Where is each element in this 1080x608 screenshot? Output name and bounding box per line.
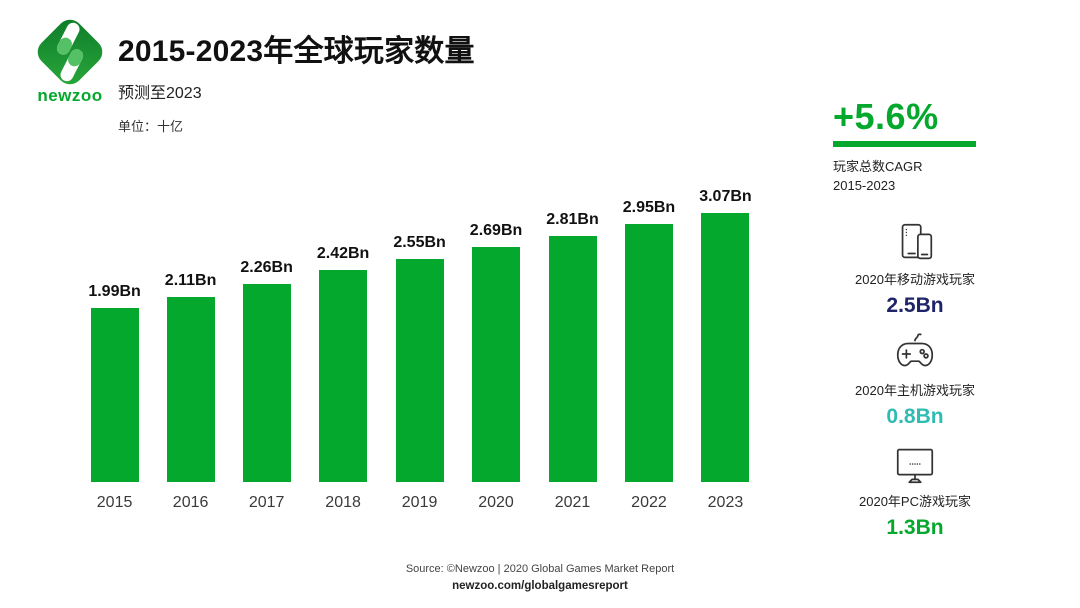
page-title: 2015-2023年全球玩家数量 <box>118 35 475 68</box>
bar-value-label: 2.26Bn <box>240 259 293 276</box>
bar-group: 1.99Bn 2015 <box>88 283 140 512</box>
x-axis-label: 2017 <box>248 494 285 511</box>
cagr-panel: +5.6% 玩家总数CAGR 2015-2023 <box>833 96 997 196</box>
unit-label: 单位：十亿 <box>118 119 184 134</box>
bar-value-label: 2.69Bn <box>469 222 523 239</box>
stat-console-label: 2020年主机游戏玩家 <box>855 383 975 398</box>
x-axis-label: 2022 <box>631 494 667 511</box>
x-axis-label: 2023 <box>707 494 744 511</box>
bar <box>319 270 368 482</box>
x-axis-label: 2015 <box>96 494 133 511</box>
stat-console-value: 0.8Bn <box>886 405 944 428</box>
stat-mobile: 2020年移动游戏玩家 2.5Bn <box>833 220 997 318</box>
stat-console: 2020年主机游戏玩家 0.8Bn <box>833 331 997 429</box>
bar-value-label: 2.81Bn <box>546 211 599 228</box>
monitor-icon <box>896 448 934 484</box>
bar <box>90 308 139 482</box>
bar-value-label: 2.42Bn <box>316 245 370 262</box>
report-url-link[interactable]: newzoo.com/globalgamesreport <box>452 580 628 592</box>
bar-group: 2.42Bn 2018 <box>317 245 369 512</box>
x-axis-label: 2020 <box>478 494 514 511</box>
x-axis-label: 2021 <box>554 494 591 511</box>
bar-group: 2.55Bn 2019 <box>393 234 445 512</box>
stat-mobile-value: 2.5Bn <box>886 294 944 317</box>
bar-group: 2.26Bn 2017 <box>240 259 292 512</box>
stat-pc: 2020年PC游戏玩家 1.3Bn <box>833 442 997 540</box>
source-attribution: Source: ©Newzoo | 2020 Global Games Mark… <box>405 563 675 575</box>
cagr-value: +5.6% <box>833 96 939 137</box>
bar-group: 3.07Bn 2023 <box>699 188 751 512</box>
stat-pc-value: 1.3Bn <box>886 516 944 539</box>
bar <box>624 224 673 482</box>
cagr-label-line2: 2015-2023 <box>833 177 896 193</box>
header: 2015-2023年全球玩家数量 预测至2023 单位：十亿 <box>118 26 475 135</box>
bar <box>548 236 597 482</box>
newzoo-diamond-icon <box>37 19 103 85</box>
cagr-label: 玩家总数CAGR 2015-2023 <box>833 158 997 196</box>
bar-group: 2.11Bn 2016 <box>165 272 217 512</box>
mobile-devices-icon <box>901 223 933 260</box>
bar-group: 2.95Bn 2022 <box>623 199 675 512</box>
bar <box>166 297 215 482</box>
logo-wordmark: newzoo <box>37 86 103 105</box>
stat-pc-label: 2020年PC游戏玩家 <box>859 494 971 509</box>
bar <box>472 247 521 482</box>
bar-value-label: 2.55Bn <box>393 234 446 251</box>
bar-value-label: 1.99Bn <box>88 283 141 300</box>
cagr-underline <box>833 141 976 147</box>
page-subtitle: 预测至2023 <box>118 85 202 102</box>
x-axis-label: 2018 <box>325 494 361 511</box>
bar <box>701 213 750 482</box>
cagr-label-line1: 玩家总数CAGR <box>833 159 923 174</box>
bar-group: 2.69Bn 2020 <box>470 222 522 512</box>
footer: Source: ©Newzoo | 2020 Global Games Mark… <box>0 563 1080 592</box>
bar-value-label: 2.95Bn <box>622 199 676 216</box>
bar <box>395 259 444 482</box>
newzoo-logo: newzoo <box>24 14 116 106</box>
gamepad-icon <box>896 333 934 367</box>
bar-value-label: 3.07Bn <box>699 188 752 205</box>
platform-stats: 2020年移动游戏玩家 2.5Bn 2020年主机游戏玩家 0.8Bn <box>833 220 997 553</box>
bar-group: 2.81Bn 2021 <box>546 211 598 512</box>
stat-mobile-label: 2020年移动游戏玩家 <box>855 272 975 287</box>
players-bar-chart: 1.99Bn 2015 2.11Bn 2016 2.26Bn 2017 2.42Bn 2018… <box>85 180 755 512</box>
bar-chart: 1.99Bn 2015 2.11Bn 2016 2.26Bn 2017 2.42Bn 2018… <box>85 180 755 512</box>
x-axis-label: 2019 <box>401 494 438 511</box>
bar-value-label: 2.11Bn <box>164 272 217 289</box>
bar <box>242 284 291 482</box>
x-axis-label: 2016 <box>172 494 209 511</box>
